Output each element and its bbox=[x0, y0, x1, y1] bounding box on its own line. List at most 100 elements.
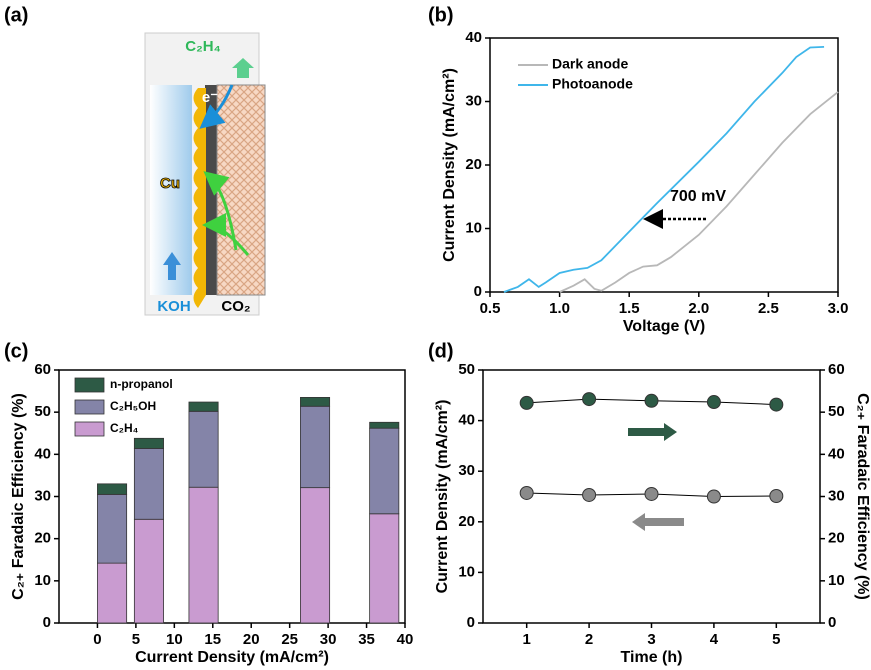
product-label: C₂H₄ bbox=[185, 38, 220, 55]
gas-label: CO₂ bbox=[221, 298, 250, 315]
x-axis-label: Voltage (V) bbox=[623, 318, 705, 335]
x-tick-label: 15 bbox=[204, 631, 221, 648]
y2-axis-label: C₂₊ Faradaic Efficiency (%) bbox=[854, 393, 871, 600]
x-tick-label: 25 bbox=[281, 631, 298, 648]
x-tick-label: 0 bbox=[93, 631, 101, 648]
catalyst-label: Cu bbox=[160, 175, 180, 192]
gas-diffusion-layer bbox=[216, 84, 266, 296]
x-axis-label: Current Density (mA/cm²) bbox=[135, 649, 329, 666]
panel-label: (b) bbox=[428, 4, 454, 26]
bar-segment bbox=[133, 448, 164, 520]
bar-segment bbox=[188, 486, 219, 624]
bar-segment bbox=[369, 421, 400, 429]
bar-segment bbox=[188, 401, 219, 412]
x-tick-label: 2.5 bbox=[758, 300, 779, 317]
marker bbox=[582, 487, 597, 502]
x-tick-label: 1.5 bbox=[619, 300, 640, 317]
series-line bbox=[559, 91, 839, 293]
y-tick-label: 0 bbox=[467, 614, 475, 631]
bar-segment bbox=[133, 437, 164, 449]
y2-tick-label: 20 bbox=[828, 530, 845, 547]
x-tick-label: 5 bbox=[132, 631, 140, 648]
x-tick-label: 30 bbox=[320, 631, 337, 648]
y-tick-label: 10 bbox=[34, 572, 51, 589]
x-tick-label: 1 bbox=[523, 631, 531, 648]
bar-segment bbox=[369, 513, 400, 624]
bar-segment bbox=[97, 493, 128, 564]
bar-segment bbox=[300, 487, 331, 624]
co2-arrow bbox=[202, 213, 250, 256]
legend-label: Dark anode bbox=[552, 56, 628, 72]
legend-swatch bbox=[74, 421, 105, 437]
axis-arrow bbox=[632, 513, 684, 531]
y-axis-label: C₂₊ Faradaic Efficiency (%) bbox=[10, 393, 27, 600]
x-tick-label: 40 bbox=[397, 631, 414, 648]
y-tick-label: 20 bbox=[465, 156, 482, 173]
x-tick-label: 1.0 bbox=[549, 300, 570, 317]
bar-segment bbox=[188, 410, 219, 488]
marker bbox=[519, 395, 534, 410]
x-axis-label: Time (h) bbox=[621, 649, 683, 666]
x-tick-label: 3.0 bbox=[828, 300, 849, 317]
legend-label: Photoanode bbox=[552, 76, 633, 92]
y-tick-label: 40 bbox=[465, 29, 482, 46]
x-tick-label: 2 bbox=[585, 631, 593, 648]
y-tick-label: 50 bbox=[458, 361, 475, 378]
y-tick-label: 10 bbox=[458, 563, 475, 580]
y-tick-label: 0 bbox=[474, 283, 482, 300]
y-tick-label: 40 bbox=[458, 412, 475, 429]
bar-segment bbox=[300, 397, 331, 407]
plot-frame bbox=[58, 369, 406, 624]
panel-label: (d) bbox=[428, 340, 454, 362]
x-tick-label: 35 bbox=[358, 631, 375, 648]
y-tick-label: 30 bbox=[458, 462, 475, 479]
marker bbox=[582, 392, 597, 407]
legend-swatch bbox=[74, 399, 105, 415]
y2-tick-label: 60 bbox=[828, 361, 845, 378]
marker bbox=[644, 393, 659, 408]
marker bbox=[706, 489, 721, 504]
electron-arrow bbox=[199, 84, 234, 129]
y-tick-label: 20 bbox=[458, 513, 475, 530]
axis-arrow bbox=[628, 423, 677, 441]
y2-tick-label: 0 bbox=[828, 614, 836, 631]
legend-label: n-propanol bbox=[110, 377, 173, 391]
x-tick-label: 0.5 bbox=[480, 300, 501, 317]
marker bbox=[519, 485, 534, 500]
x-tick-label: 20 bbox=[243, 631, 260, 648]
marker bbox=[769, 397, 784, 412]
electron-label: e⁻ bbox=[202, 89, 218, 106]
bar-segment bbox=[300, 405, 331, 489]
legend-label: C₂H₄ bbox=[110, 421, 139, 435]
x-tick-label: 3 bbox=[647, 631, 655, 648]
bar-segment bbox=[97, 483, 128, 495]
y-tick-label: 40 bbox=[34, 445, 51, 462]
marker bbox=[706, 395, 721, 410]
bar-segment bbox=[133, 518, 164, 624]
plot-frame bbox=[482, 369, 821, 624]
product-arrow bbox=[232, 58, 254, 78]
marker bbox=[644, 486, 659, 501]
legend-swatch bbox=[74, 377, 105, 393]
y-tick-label: 0 bbox=[43, 614, 51, 631]
x-tick-label: 10 bbox=[166, 631, 183, 648]
x-tick-label: 4 bbox=[710, 631, 719, 648]
bar-segment bbox=[369, 427, 400, 515]
y-tick-label: 10 bbox=[465, 219, 482, 236]
y-tick-label: 50 bbox=[34, 403, 51, 420]
flow-arrow bbox=[163, 252, 181, 280]
x-tick-label: 2.0 bbox=[688, 300, 709, 317]
annotation: 700 mV bbox=[670, 188, 726, 205]
panel-label: (c) bbox=[4, 340, 28, 362]
marker bbox=[769, 488, 784, 503]
plot-frame bbox=[489, 37, 839, 293]
panel-label: (a) bbox=[4, 4, 28, 26]
y-axis-label: Current Density (mA/cm²) bbox=[434, 400, 451, 594]
y2-tick-label: 10 bbox=[828, 572, 845, 589]
y2-tick-label: 40 bbox=[828, 445, 845, 462]
electrolyte-label: KOH bbox=[157, 298, 190, 315]
y-axis-label: Current Density (mA/cm²) bbox=[441, 68, 458, 262]
x-tick-label: 5 bbox=[772, 631, 780, 648]
y2-tick-label: 50 bbox=[828, 403, 845, 420]
